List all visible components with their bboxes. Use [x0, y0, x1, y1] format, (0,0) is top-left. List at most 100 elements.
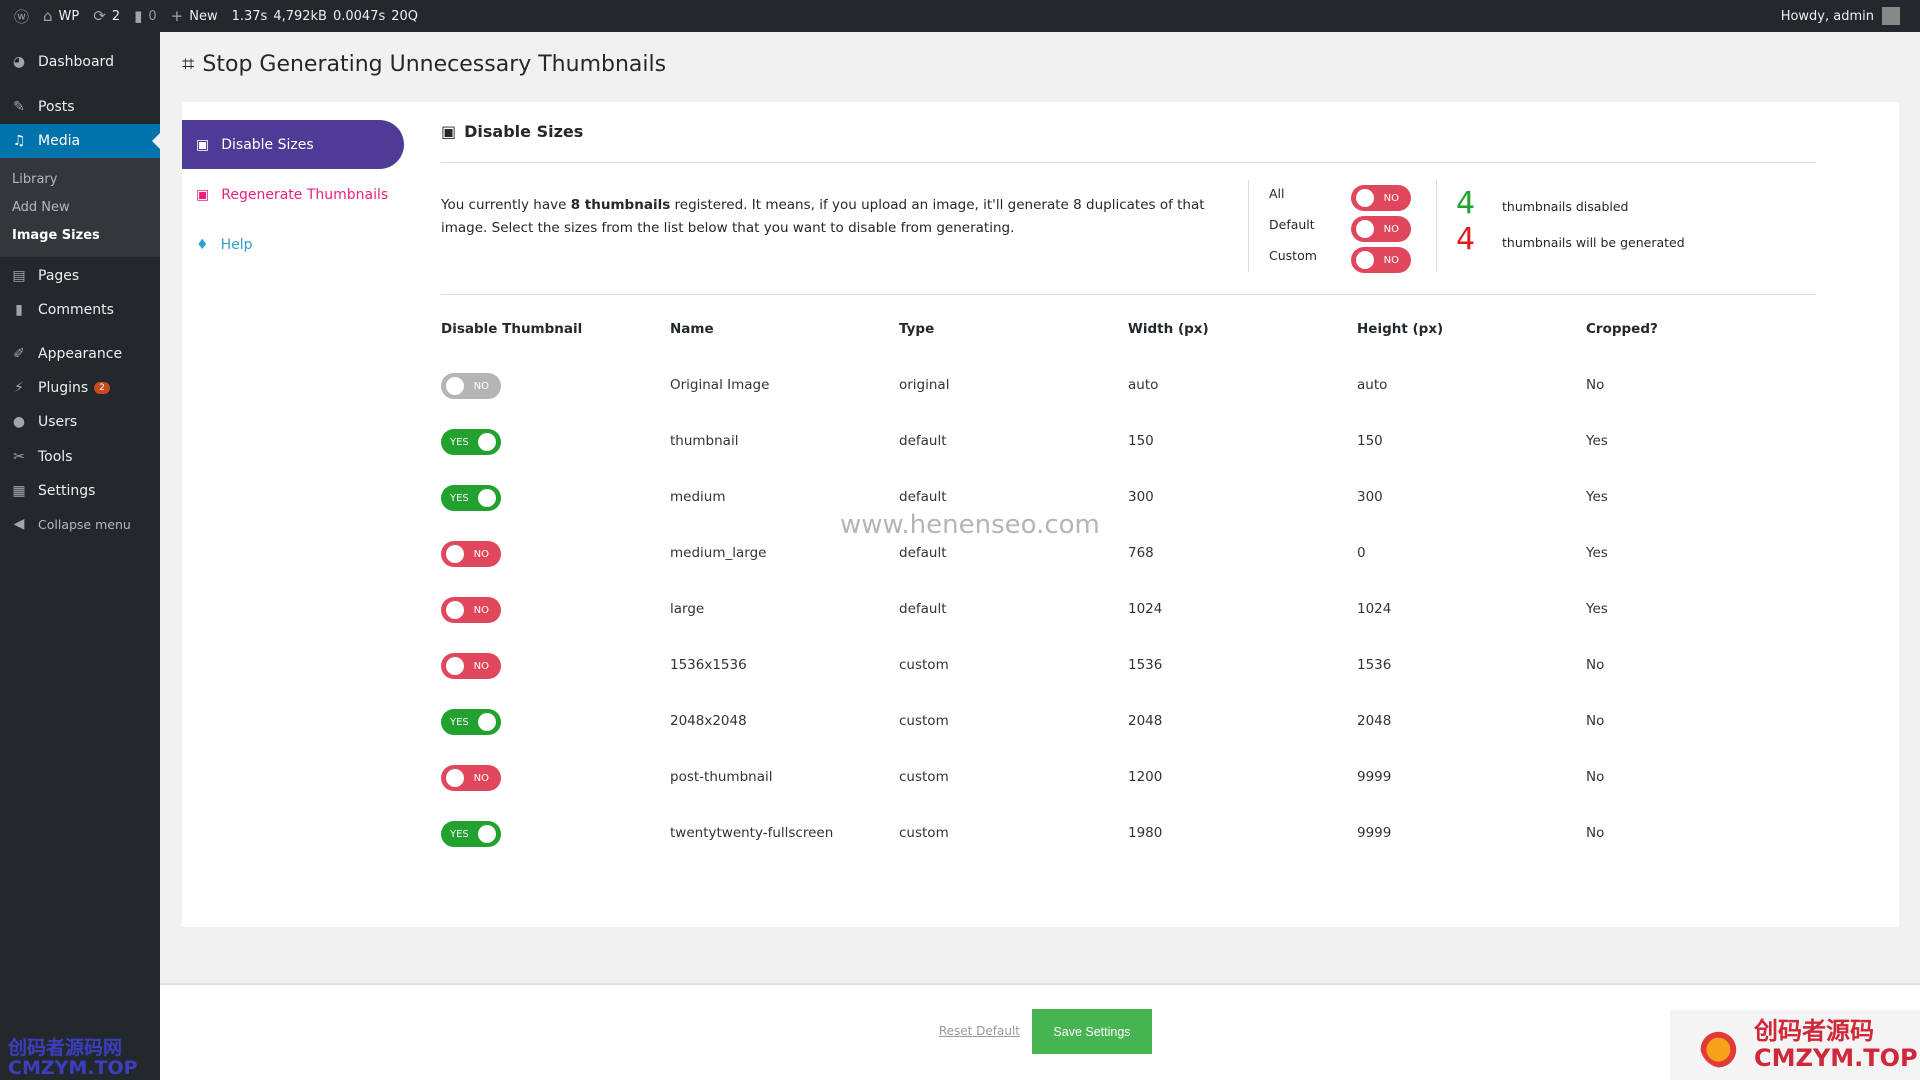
cell-cropped: No — [1586, 377, 1605, 393]
watermark-left: 创码者源码网 CMZYM.TOP — [8, 1037, 138, 1079]
cell-height: 9999 — [1357, 769, 1392, 785]
home-icon: ⌂ — [43, 7, 53, 25]
updates-link[interactable]: ⟳ 2 — [93, 7, 121, 25]
disable-thumbnail-toggle[interactable]: NO — [441, 541, 501, 567]
account-menu[interactable]: Howdy, admin — [1781, 0, 1900, 32]
submenu-library[interactable]: Library — [12, 172, 58, 187]
column-header: Name — [670, 321, 714, 337]
generated-count-label: thumbnails will be generated — [1502, 235, 1685, 250]
sidebar-item-tools[interactable]: ✂ Tools — [0, 440, 160, 474]
avatar — [1882, 7, 1900, 25]
cell-width: 150 — [1128, 433, 1154, 449]
disable-thumbnail-toggle[interactable]: YES — [441, 821, 501, 847]
media-submenu: Library Add New Image Sizes — [0, 157, 160, 257]
tab-regenerate-thumbnails[interactable]: ▣ Regenerate Thumbnails — [196, 186, 389, 203]
column-header: Cropped? — [1586, 321, 1658, 337]
cell-height: 9999 — [1357, 825, 1392, 841]
disable-thumbnail-toggle[interactable]: NO — [441, 765, 501, 791]
cell-width: auto — [1128, 377, 1159, 393]
cell-height: 300 — [1357, 489, 1383, 505]
query-stats[interactable]: 1.37s 4,792kB 0.0047s 20Q — [231, 8, 419, 24]
sidebar-item-media[interactable]: ♫ Media — [0, 124, 160, 158]
bulk-default-toggle[interactable]: NO — [1351, 216, 1411, 242]
cell-height: 1536 — [1357, 657, 1392, 673]
sidebar-item-settings[interactable]: ▦ Settings — [0, 474, 160, 508]
submenu-add-new[interactable]: Add New — [12, 200, 70, 215]
disable-thumbnail-toggle[interactable]: YES — [441, 429, 501, 455]
submenu-image-sizes[interactable]: Image Sizes — [12, 228, 100, 243]
pin-icon: ✎ — [13, 99, 25, 115]
disable-thumbnail-toggle[interactable]: NO — [441, 597, 501, 623]
wordpress-logo-icon[interactable]: ⓦ — [14, 7, 30, 26]
new-content-link[interactable]: + New — [170, 7, 218, 25]
cell-cropped: Yes — [1586, 489, 1608, 505]
cell-name: twentytwenty-fullscreen — [670, 825, 834, 841]
sidebar-item-dashboard[interactable]: ◕ Dashboard — [0, 45, 160, 79]
cell-name: 1536x1536 — [670, 657, 747, 673]
cell-cropped: No — [1586, 713, 1605, 729]
cell-cropped: No — [1586, 657, 1605, 673]
settings-icon: ▦ — [12, 483, 26, 499]
disabled-count-label: thumbnails disabled — [1502, 199, 1629, 214]
cell-name: medium_large — [670, 545, 767, 561]
disable-thumbnail-toggle: NO — [441, 373, 501, 399]
divider — [1436, 180, 1437, 272]
cell-cropped: Yes — [1586, 601, 1608, 617]
cell-width: 1980 — [1128, 825, 1163, 841]
dashboard-icon: ◕ — [12, 54, 26, 70]
sidebar-item-pages[interactable]: ▤ Pages — [0, 259, 160, 293]
comments-link[interactable]: ▮ 0 — [134, 7, 157, 25]
divider — [1248, 180, 1249, 272]
cell-name: 2048x2048 — [670, 713, 747, 729]
help-icon: ♦ — [196, 236, 209, 253]
reset-default-link[interactable]: Reset Default — [938, 1024, 1020, 1038]
intro-text: You currently have 8 thumbnails register… — [441, 197, 1205, 236]
sidebar-item-users[interactable]: ● Users — [0, 405, 160, 439]
image-icon: ▣ — [196, 186, 210, 203]
column-header: Width (px) — [1128, 321, 1209, 337]
disable-thumbnail-toggle[interactable]: YES — [441, 709, 501, 735]
site-link[interactable]: ⌂ WP — [43, 7, 80, 25]
save-settings-button[interactable]: Save Settings — [1032, 1009, 1152, 1054]
cell-width: 768 — [1128, 545, 1154, 561]
cell-type: custom — [899, 769, 949, 785]
sidebar-item-posts[interactable]: ✎ Posts — [0, 90, 160, 124]
cell-cropped: No — [1586, 825, 1605, 841]
cell-type: original — [899, 377, 950, 393]
disable-thumbnail-toggle[interactable]: NO — [441, 653, 501, 679]
collapse-icon: ◀ — [13, 516, 25, 532]
images-icon: ▣ — [196, 136, 210, 153]
cell-type: default — [899, 545, 947, 561]
cell-width: 1536 — [1128, 657, 1163, 673]
cell-cropped: Yes — [1586, 545, 1608, 561]
refresh-icon: ⟳ — [93, 7, 106, 25]
cell-type: custom — [899, 657, 949, 673]
bulk-custom-toggle[interactable]: NO — [1351, 247, 1411, 273]
pages-icon: ▤ — [12, 268, 26, 284]
cell-width: 300 — [1128, 489, 1154, 505]
sidebar-item-comments[interactable]: ▮ Comments — [0, 293, 160, 327]
collapse-menu-button[interactable]: ◀ Collapse menu — [0, 507, 160, 541]
comment-icon: ▮ — [15, 302, 23, 318]
cell-name: Original Image — [670, 377, 770, 393]
user-icon: ● — [12, 414, 26, 430]
cell-width: 1024 — [1128, 601, 1163, 617]
cell-type: default — [899, 601, 947, 617]
bulk-all-toggle[interactable]: NO — [1351, 185, 1411, 211]
comment-icon: ▮ — [134, 7, 143, 25]
sidebar-item-plugins[interactable]: ⚡ Plugins 2 — [0, 371, 160, 405]
admin-bar: ⓦ ⌂ WP ⟳ 2 ▮ 0 + New 1.37s 4,792kB 0.0047s 20Q … — [0, 0, 1920, 32]
disable-thumbnail-toggle[interactable]: YES — [441, 485, 501, 511]
cell-height: 0 — [1357, 545, 1366, 561]
tab-help[interactable]: ♦ Help — [196, 236, 253, 253]
images-icon: ▣ — [441, 122, 457, 141]
tab-disable-sizes[interactable]: ▣ Disable Sizes — [182, 120, 404, 169]
cell-type: default — [899, 433, 947, 449]
bulk-default-label: Default — [1269, 217, 1315, 232]
cell-height: 2048 — [1357, 713, 1392, 729]
watermark-center: www.henenseo.com — [840, 510, 1100, 540]
divider — [441, 162, 1816, 163]
crop-icon: ⌗ — [182, 52, 195, 77]
cell-height: 1024 — [1357, 601, 1392, 617]
sidebar-item-appearance[interactable]: ✐ Appearance — [0, 337, 160, 371]
